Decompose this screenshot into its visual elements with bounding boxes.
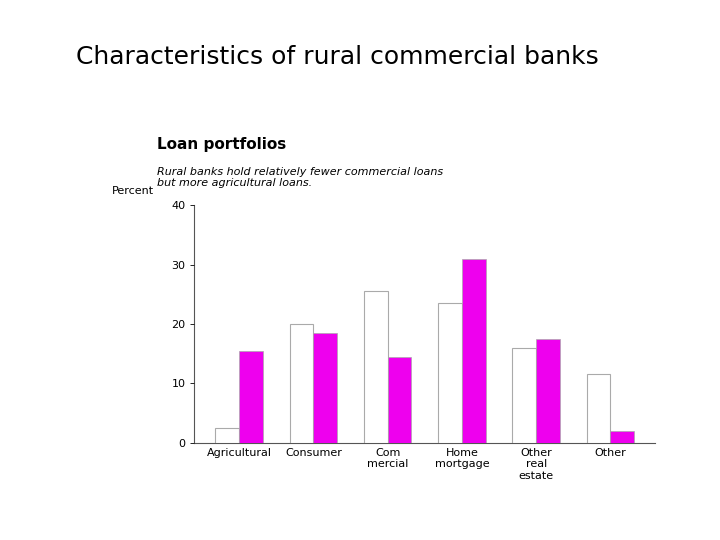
Bar [289, 324, 313, 443]
Text: Loan portfolios: Loan portfolios [157, 137, 287, 152]
Bar [536, 339, 560, 443]
Bar [513, 348, 536, 443]
Bar [438, 303, 462, 443]
Bar [462, 259, 486, 443]
Bar [611, 431, 634, 443]
Bar [313, 333, 337, 443]
Bar [364, 292, 387, 443]
Text: Characteristics of rural commercial banks: Characteristics of rural commercial bank… [76, 45, 598, 69]
Text: Percent: Percent [112, 186, 153, 195]
Bar [387, 356, 411, 443]
Bar [239, 351, 263, 443]
Bar [587, 375, 611, 443]
Bar [215, 428, 239, 443]
Text: Rural banks hold relatively fewer commercial loans
but more agricultural loans.: Rural banks hold relatively fewer commer… [157, 166, 443, 188]
